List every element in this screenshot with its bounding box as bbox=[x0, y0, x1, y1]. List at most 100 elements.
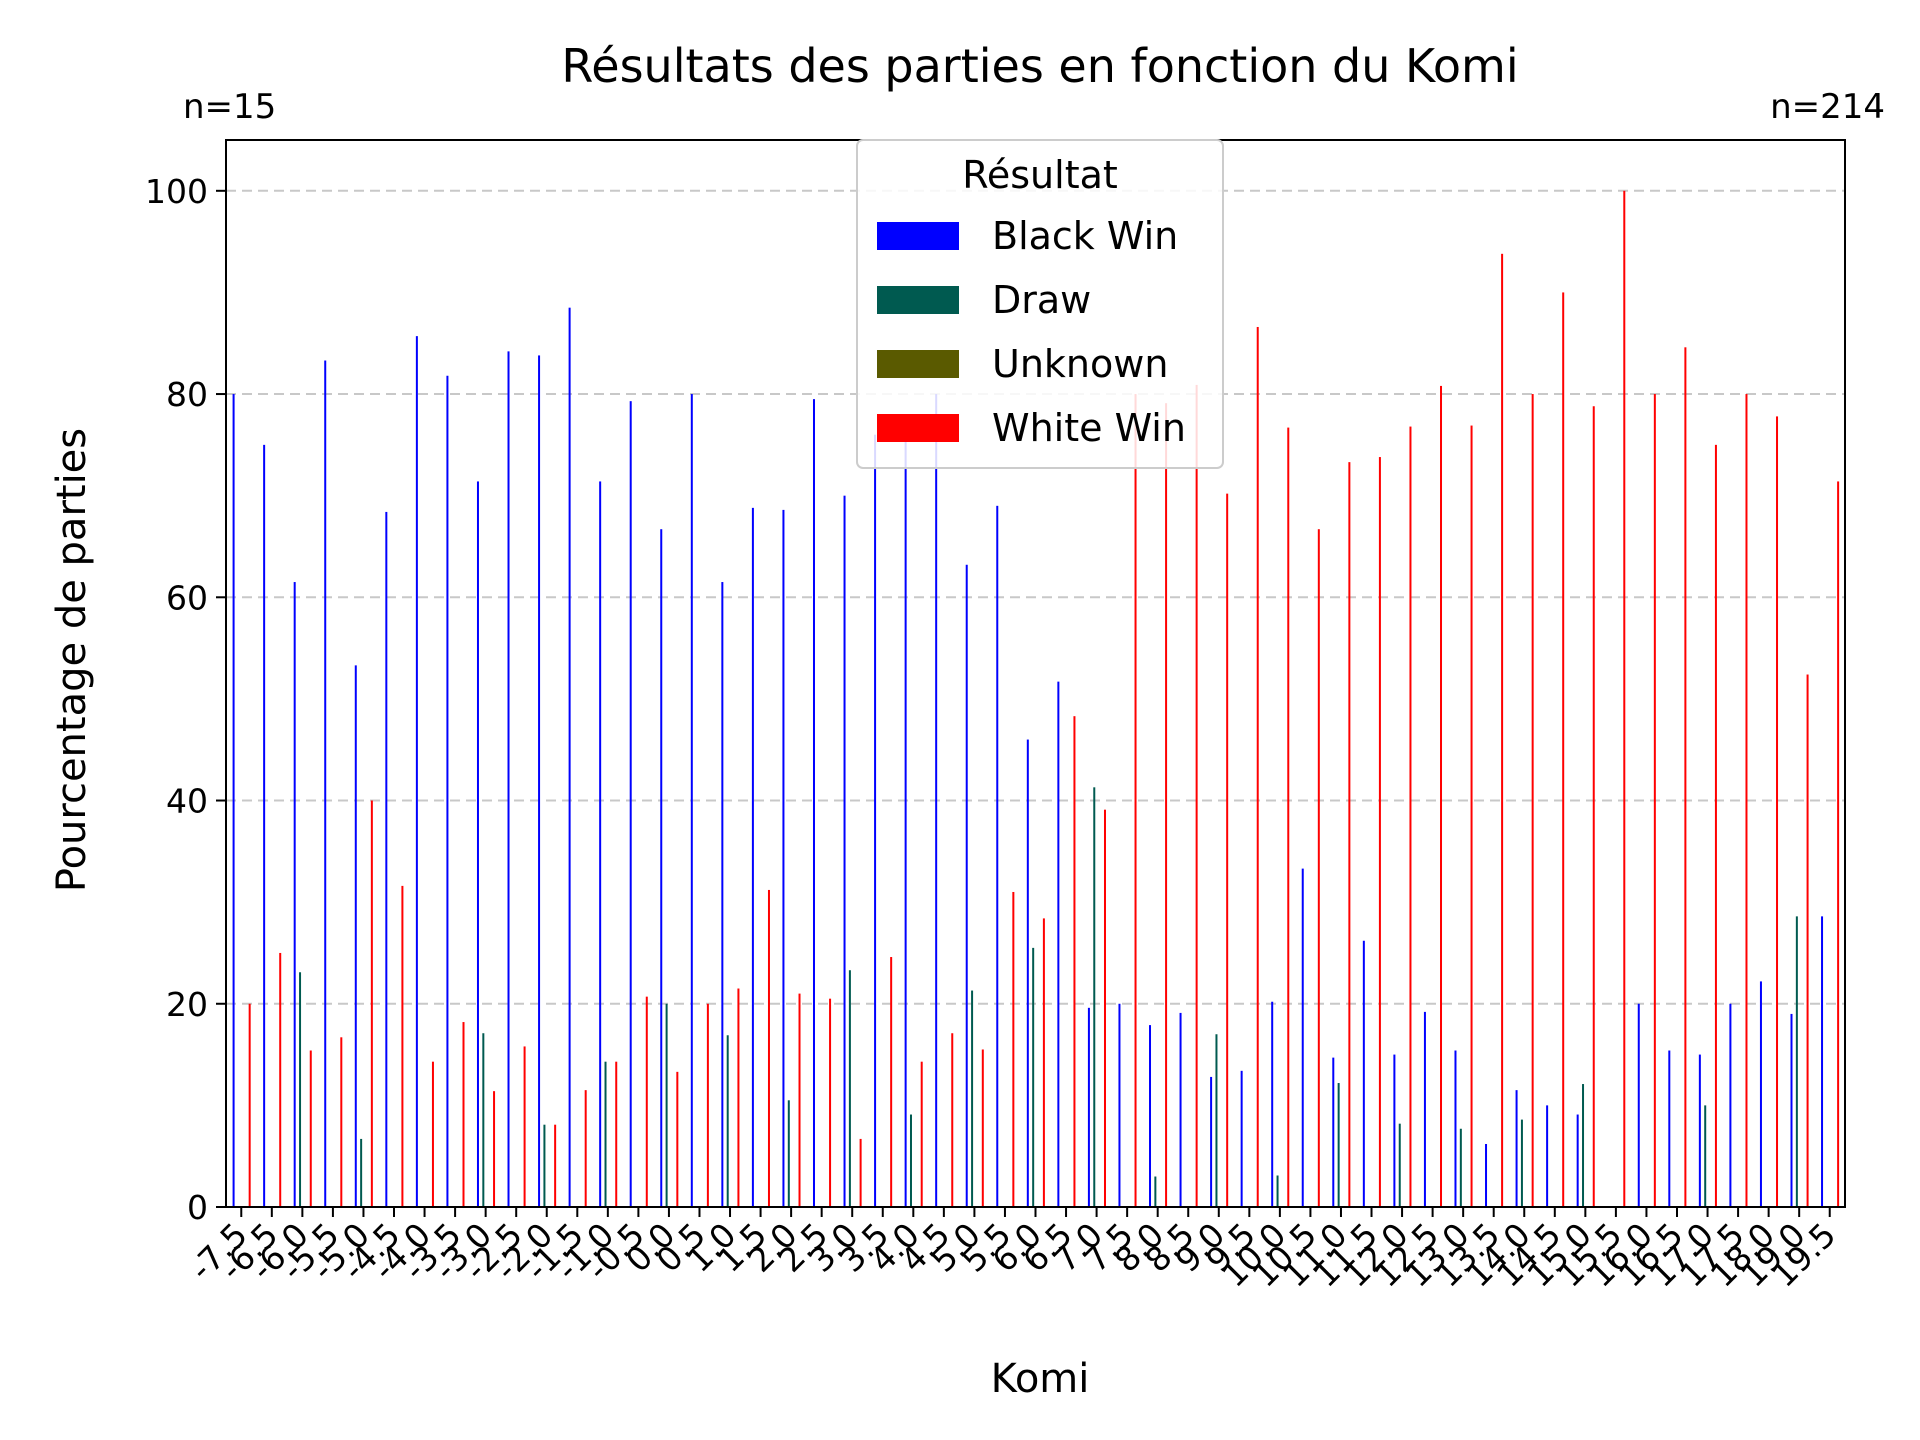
bar-draw bbox=[1337, 1083, 1340, 1207]
bar-draw bbox=[1459, 1128, 1462, 1207]
bar-draw bbox=[1795, 916, 1798, 1207]
bar-black-win bbox=[1026, 739, 1029, 1207]
bar-black-win bbox=[1393, 1054, 1396, 1207]
bar-white-win bbox=[370, 800, 373, 1207]
y-tick-label: 40 bbox=[166, 782, 208, 821]
bar-black-win bbox=[721, 582, 724, 1207]
bar-black-win bbox=[1515, 1090, 1518, 1207]
legend-entries: Black Win Draw Unknown White Win bbox=[877, 214, 1186, 450]
bar-black-win bbox=[1821, 916, 1824, 1207]
bar-white-win bbox=[1165, 403, 1168, 1207]
bar-black-win bbox=[1179, 1012, 1182, 1207]
bar-white-win bbox=[1317, 529, 1320, 1207]
bar-draw bbox=[1520, 1119, 1523, 1207]
bar-white-win bbox=[493, 1091, 496, 1207]
bar-black-win bbox=[1546, 1105, 1549, 1207]
bar-white-win bbox=[1440, 385, 1443, 1207]
bar-white-win bbox=[676, 1071, 679, 1207]
legend-swatch bbox=[877, 286, 959, 314]
bar-black-win bbox=[446, 375, 449, 1207]
bar-black-win bbox=[1668, 1050, 1671, 1207]
bar-black-win bbox=[1118, 1003, 1121, 1207]
x-axis-title: Komi bbox=[991, 1356, 1090, 1402]
bar-black-win bbox=[324, 360, 327, 1208]
bar-draw bbox=[665, 1003, 668, 1207]
x-axis-ticks: -7.5-6.5-6.0-5.5-5.0-4.5-4.0-3.5-3.0-2.5… bbox=[182, 1207, 1843, 1295]
bar-white-win bbox=[462, 1022, 465, 1207]
bar-black-win bbox=[1362, 940, 1365, 1207]
y-axis-title: Pourcentage de parties bbox=[49, 428, 95, 892]
bar-black-win bbox=[1149, 1025, 1152, 1207]
bar-white-win bbox=[279, 952, 282, 1207]
bar-white-win bbox=[1378, 457, 1381, 1208]
legend: Résultat Black Win Draw Unknown White Win bbox=[856, 139, 1224, 469]
bar-white-win bbox=[1134, 394, 1137, 1207]
bar-draw bbox=[1704, 1105, 1707, 1207]
bar-white-win bbox=[1409, 426, 1412, 1208]
bar-white-win bbox=[1806, 674, 1809, 1207]
bar-draw bbox=[482, 1033, 485, 1207]
bar-white-win bbox=[890, 957, 893, 1207]
bar-black-win bbox=[385, 511, 388, 1207]
bar-black-win bbox=[1087, 1007, 1090, 1207]
bar-white-win bbox=[798, 993, 801, 1207]
bar-white-win bbox=[615, 1061, 618, 1207]
bar-black-win bbox=[660, 529, 663, 1207]
bar-black-win bbox=[232, 394, 235, 1207]
bar-black-win bbox=[1576, 1114, 1579, 1207]
bar-draw bbox=[604, 1061, 607, 1207]
bar-white-win bbox=[1348, 462, 1351, 1207]
bar-white-win bbox=[1287, 427, 1290, 1207]
bar-black-win bbox=[1698, 1054, 1701, 1207]
bar-black-win bbox=[1759, 981, 1762, 1207]
bar-white-win bbox=[248, 1003, 251, 1207]
bar-black-win bbox=[965, 564, 968, 1207]
bar-white-win bbox=[981, 1049, 984, 1207]
bar-black-win bbox=[293, 582, 296, 1207]
bar-white-win bbox=[1501, 253, 1504, 1207]
bar-draw bbox=[1154, 1176, 1157, 1207]
legend-swatch bbox=[877, 350, 959, 378]
bar-white-win bbox=[1776, 416, 1779, 1207]
y-tick-label: 80 bbox=[166, 375, 208, 414]
bar-white-win bbox=[401, 885, 404, 1207]
bar-white-win bbox=[431, 1061, 434, 1207]
bar-white-win bbox=[737, 988, 740, 1207]
bar-black-win bbox=[1057, 681, 1060, 1207]
bar-white-win bbox=[1837, 481, 1840, 1207]
bar-black-win bbox=[1423, 1011, 1426, 1207]
bar-white-win bbox=[951, 1033, 954, 1207]
y-tick-label: 20 bbox=[166, 985, 208, 1024]
bar-white-win bbox=[554, 1124, 557, 1207]
bar-draw bbox=[360, 1138, 363, 1207]
bar-black-win bbox=[1485, 1143, 1488, 1207]
bar-black-win bbox=[263, 444, 266, 1207]
n-label-first: n=15 bbox=[183, 87, 276, 127]
bar-black-win bbox=[782, 509, 785, 1208]
bar-white-win bbox=[859, 1138, 862, 1207]
bar-draw bbox=[299, 972, 302, 1207]
bar-black-win bbox=[1454, 1050, 1457, 1207]
y-tick-label: 60 bbox=[166, 578, 208, 617]
y-tick-label: 0 bbox=[187, 1188, 208, 1227]
sample-size-labels: n=15 n=214 bbox=[183, 87, 1885, 127]
bar-black-win bbox=[1301, 868, 1304, 1207]
bar-white-win bbox=[1073, 716, 1076, 1207]
bar-white-win bbox=[706, 1003, 709, 1207]
bars bbox=[232, 190, 1840, 1208]
bar-white-win bbox=[1684, 347, 1687, 1207]
bar-white-win bbox=[1470, 425, 1473, 1207]
bar-black-win bbox=[1210, 1076, 1213, 1207]
bar-white-win bbox=[309, 1050, 312, 1207]
bar-black-win bbox=[415, 336, 418, 1207]
chart-title: Résultats des parties en fonction du Kom… bbox=[561, 39, 1518, 93]
bar-draw bbox=[1582, 1084, 1585, 1207]
bar-white-win bbox=[1531, 394, 1534, 1207]
legend-label: White Win bbox=[992, 406, 1186, 450]
legend-swatch bbox=[877, 222, 959, 250]
bar-draw bbox=[1276, 1175, 1279, 1207]
bar-draw bbox=[543, 1124, 546, 1207]
bar-white-win bbox=[829, 998, 832, 1207]
bar-black-win bbox=[507, 351, 510, 1207]
